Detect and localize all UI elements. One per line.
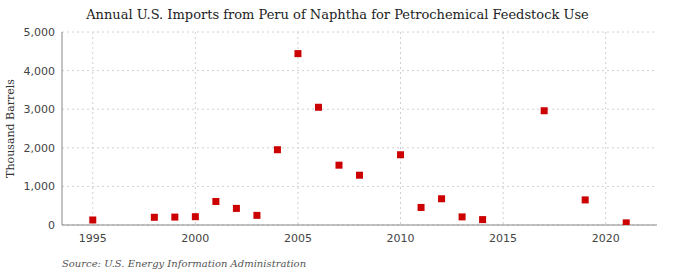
y-tick-label: 2,000 xyxy=(24,142,56,155)
x-tick-label: 2000 xyxy=(181,232,209,245)
point xyxy=(274,146,281,153)
x-grid-line xyxy=(195,32,196,225)
x-grid-line xyxy=(297,32,298,225)
x-grid-line xyxy=(400,32,401,225)
y-axis-label: Thousand Barrels xyxy=(4,79,17,178)
y-axis-line xyxy=(62,32,63,225)
y-tick-label: 5,000 xyxy=(24,26,56,39)
point xyxy=(89,216,96,223)
y-tick-label: 0 xyxy=(48,219,55,232)
point xyxy=(479,216,486,223)
point xyxy=(335,162,342,169)
y-tick-label: 1,000 xyxy=(24,180,56,193)
y-grid-line xyxy=(62,32,657,33)
y-grid-line xyxy=(62,147,657,148)
point xyxy=(151,214,158,221)
source-note: Source: U.S. Energy Information Administ… xyxy=(62,258,306,269)
y-tick-label: 4,000 xyxy=(24,65,56,78)
point xyxy=(315,104,322,111)
point xyxy=(294,50,301,57)
point xyxy=(459,213,466,220)
y-tick-label: 3,000 xyxy=(24,103,56,116)
x-grid-line xyxy=(605,32,606,225)
y-grid-line xyxy=(62,109,657,110)
point xyxy=(171,214,178,221)
axes: 0 1,000 2,000 3,000 4,000 5,000 1995 2000 2005 20… xyxy=(24,26,658,245)
x-tick-label: 2010 xyxy=(387,232,415,245)
point xyxy=(623,219,630,225)
x-grid-line xyxy=(92,32,93,225)
x-tick-label: 2015 xyxy=(489,232,517,245)
points xyxy=(89,50,629,225)
point xyxy=(438,195,445,202)
point xyxy=(233,205,240,212)
y-grid-line xyxy=(62,225,657,226)
x-tick-label: 2005 xyxy=(284,232,312,245)
point xyxy=(541,107,548,114)
grid xyxy=(62,32,657,225)
x-axis-line xyxy=(62,225,657,226)
point xyxy=(192,213,199,220)
y-grid-line xyxy=(62,186,657,187)
point xyxy=(356,172,363,179)
point xyxy=(397,151,404,158)
y-grid-line xyxy=(62,70,657,71)
chart: Annual U.S. Imports from Peru of Naphtha… xyxy=(0,0,675,275)
x-tick-label: 2020 xyxy=(592,232,620,245)
x-tick-label: 1995 xyxy=(79,232,107,245)
point xyxy=(582,196,589,203)
chart-container: Annual U.S. Imports from Peru of Naphtha… xyxy=(0,0,675,275)
title: Annual U.S. Imports from Peru of Naphtha… xyxy=(85,7,589,22)
x-grid-line xyxy=(503,32,504,225)
point xyxy=(253,212,260,219)
point xyxy=(212,198,219,205)
point xyxy=(418,204,425,211)
